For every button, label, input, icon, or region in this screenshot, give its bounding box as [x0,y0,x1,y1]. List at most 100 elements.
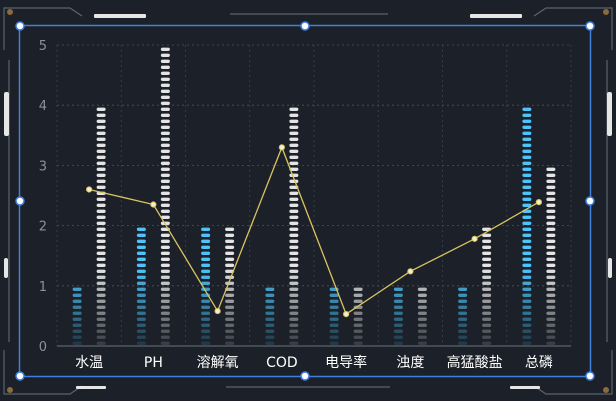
bar-segment [546,203,556,207]
bar-segment [96,131,106,135]
bar-series [72,47,556,345]
bar-segment [329,311,339,315]
handle-bottom-middle[interactable] [300,371,310,381]
bar-segment [96,341,106,345]
x-tick-label: 高猛酸盐 [447,354,503,371]
bar-segment [160,233,170,237]
bar-segment [289,341,299,345]
bar-segment [160,323,170,327]
bar-segment [160,143,170,147]
bar-segment [482,293,492,297]
bar-segment [289,335,299,339]
handle-top-right[interactable] [585,21,595,31]
x-tick-label: 溶解氧 [197,355,239,371]
bar-segment [353,323,363,327]
bar-segment [289,251,299,255]
bar-segment [96,215,106,219]
selection-frame[interactable] [18,24,592,378]
bar-segment [160,125,170,129]
bar-segment [289,209,299,213]
bar-segment [225,263,235,267]
bar-segment [353,293,363,297]
bar-segment [72,335,82,339]
bar-segment [546,323,556,327]
bar-segment [289,185,299,189]
bar-segment [482,233,492,237]
bar-segment [289,263,299,267]
bar-segment [289,227,299,231]
bar-segment [96,287,106,291]
bar-segment [522,335,532,339]
bar-segment [393,311,403,315]
bar-segment [160,89,170,93]
bar-segment [458,293,468,297]
bar-segment [225,275,235,279]
bar-segment [225,257,235,261]
bar-segment [522,293,532,297]
bar-segment [522,119,532,123]
bar-segment [72,323,82,327]
bar-segment [225,305,235,309]
bar-segment [136,329,146,333]
bar-segment [289,299,299,303]
bar-segment [225,227,235,231]
handle-middle-right[interactable] [585,196,595,206]
handle-bottom-left[interactable] [15,371,25,381]
bar-segment [160,299,170,303]
line-point [407,268,414,275]
handle-top-middle[interactable] [300,21,310,31]
bar-segment [289,215,299,219]
bottom-accent-right [510,386,540,389]
bar-segment [96,299,106,303]
bar-segment [458,317,468,321]
line-point [471,235,478,242]
bar-segment [201,299,211,303]
bar-segment [160,197,170,201]
bar-segment [289,269,299,273]
bar-segment [96,269,106,273]
bar-segment [546,173,556,177]
handle-middle-left[interactable] [15,196,25,206]
bar-segment [546,341,556,345]
bar-segment [201,275,211,279]
bar-segment [522,317,532,321]
bar-segment [96,209,106,213]
bar-segment [96,173,106,177]
bar-segment [393,341,403,345]
bar-segment [160,173,170,177]
bar-segment [160,101,170,105]
bar-segment [522,107,532,111]
bar-segment [522,323,532,327]
bar-segment [546,251,556,255]
bar-segment [160,239,170,243]
bar-segment [136,323,146,327]
bar-segment [160,107,170,111]
bar-segment [522,125,532,129]
y-tick-label: 4 [39,99,47,114]
bar-segment [458,305,468,309]
bar-segment [96,257,106,261]
bar-segment [522,191,532,195]
bar-segment [136,293,146,297]
bar-segment [289,221,299,225]
bar-segment [160,161,170,165]
bar-segment [522,173,532,177]
bar-segment [329,323,339,327]
bar-segment [289,143,299,147]
bar-segment [136,257,146,261]
bar-segment [201,263,211,267]
bar-segment [482,305,492,309]
bar-segment [96,197,106,201]
bar-segment [522,227,532,231]
corner-dot-tr [603,9,609,15]
handle-top-left[interactable] [15,21,25,31]
bar-segment [458,323,468,327]
bar-segment [96,329,106,333]
bar-segment [160,281,170,285]
handle-bottom-right[interactable] [585,371,595,381]
bar-segment [160,71,170,75]
bar-segment [546,335,556,339]
bar-segment [458,311,468,315]
bar-segment [265,311,275,315]
bar-segment [289,293,299,297]
